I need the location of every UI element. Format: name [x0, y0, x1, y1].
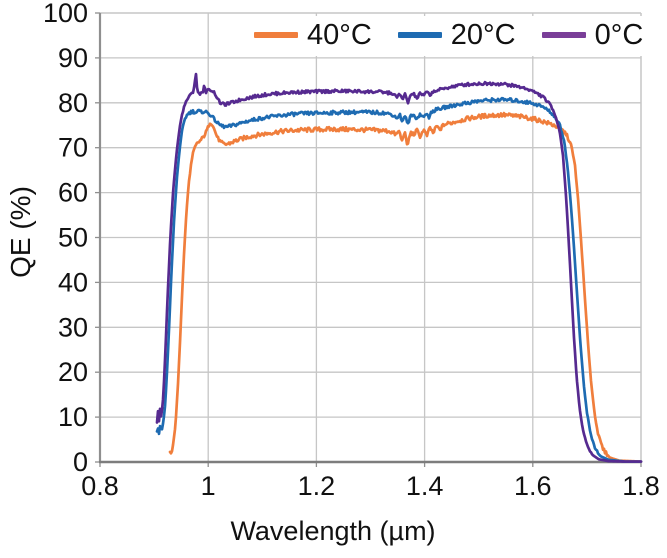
series-line-0c — [155, 72, 643, 463]
x-tick-label: 0.8 — [81, 471, 119, 501]
y-tick-label: 50 — [58, 223, 88, 253]
x-tick-label: 1.4 — [406, 471, 444, 501]
y-tick-label: 80 — [58, 88, 88, 118]
legend-item-40c: 40°C — [254, 20, 372, 50]
legend-swatch-40c-line — [254, 32, 298, 38]
legend-label-0c: 0°C — [594, 19, 644, 51]
legend-swatch-0c-line — [541, 32, 586, 38]
y-tick-label: 90 — [58, 43, 88, 73]
legend-item-0c: 0°C — [541, 19, 644, 51]
y-tick-label: 70 — [58, 133, 88, 163]
legend-label-40c: 40°C — [307, 19, 372, 51]
series-line-20c — [155, 96, 643, 463]
y-tick-label: 60 — [58, 178, 88, 208]
x-axis-title: Wavelength (µm) — [230, 516, 436, 546]
chart-legend: 40°C 20°C 0°C — [246, 16, 652, 56]
y-tick-label: 0 — [73, 447, 88, 477]
series-line-40c — [168, 111, 643, 463]
y-tick-label: 100 — [43, 0, 88, 28]
legend-swatch-20c-line — [397, 32, 442, 38]
x-tick-label: 1 — [201, 471, 216, 501]
legend-label-20c: 20°C — [450, 19, 516, 51]
x-tick-label: 1.6 — [514, 471, 552, 501]
legend-item-20c: 20°C — [397, 19, 516, 51]
y-tick-label: 20 — [58, 357, 88, 387]
x-tick-label: 1.8 — [622, 471, 660, 501]
y-tick-label: 30 — [58, 312, 88, 342]
y-axis-title: QE (%) — [5, 186, 36, 278]
y-tick-label: 40 — [58, 267, 88, 297]
x-tick-label: 1.2 — [298, 471, 336, 501]
y-tick-label: 10 — [58, 402, 88, 432]
